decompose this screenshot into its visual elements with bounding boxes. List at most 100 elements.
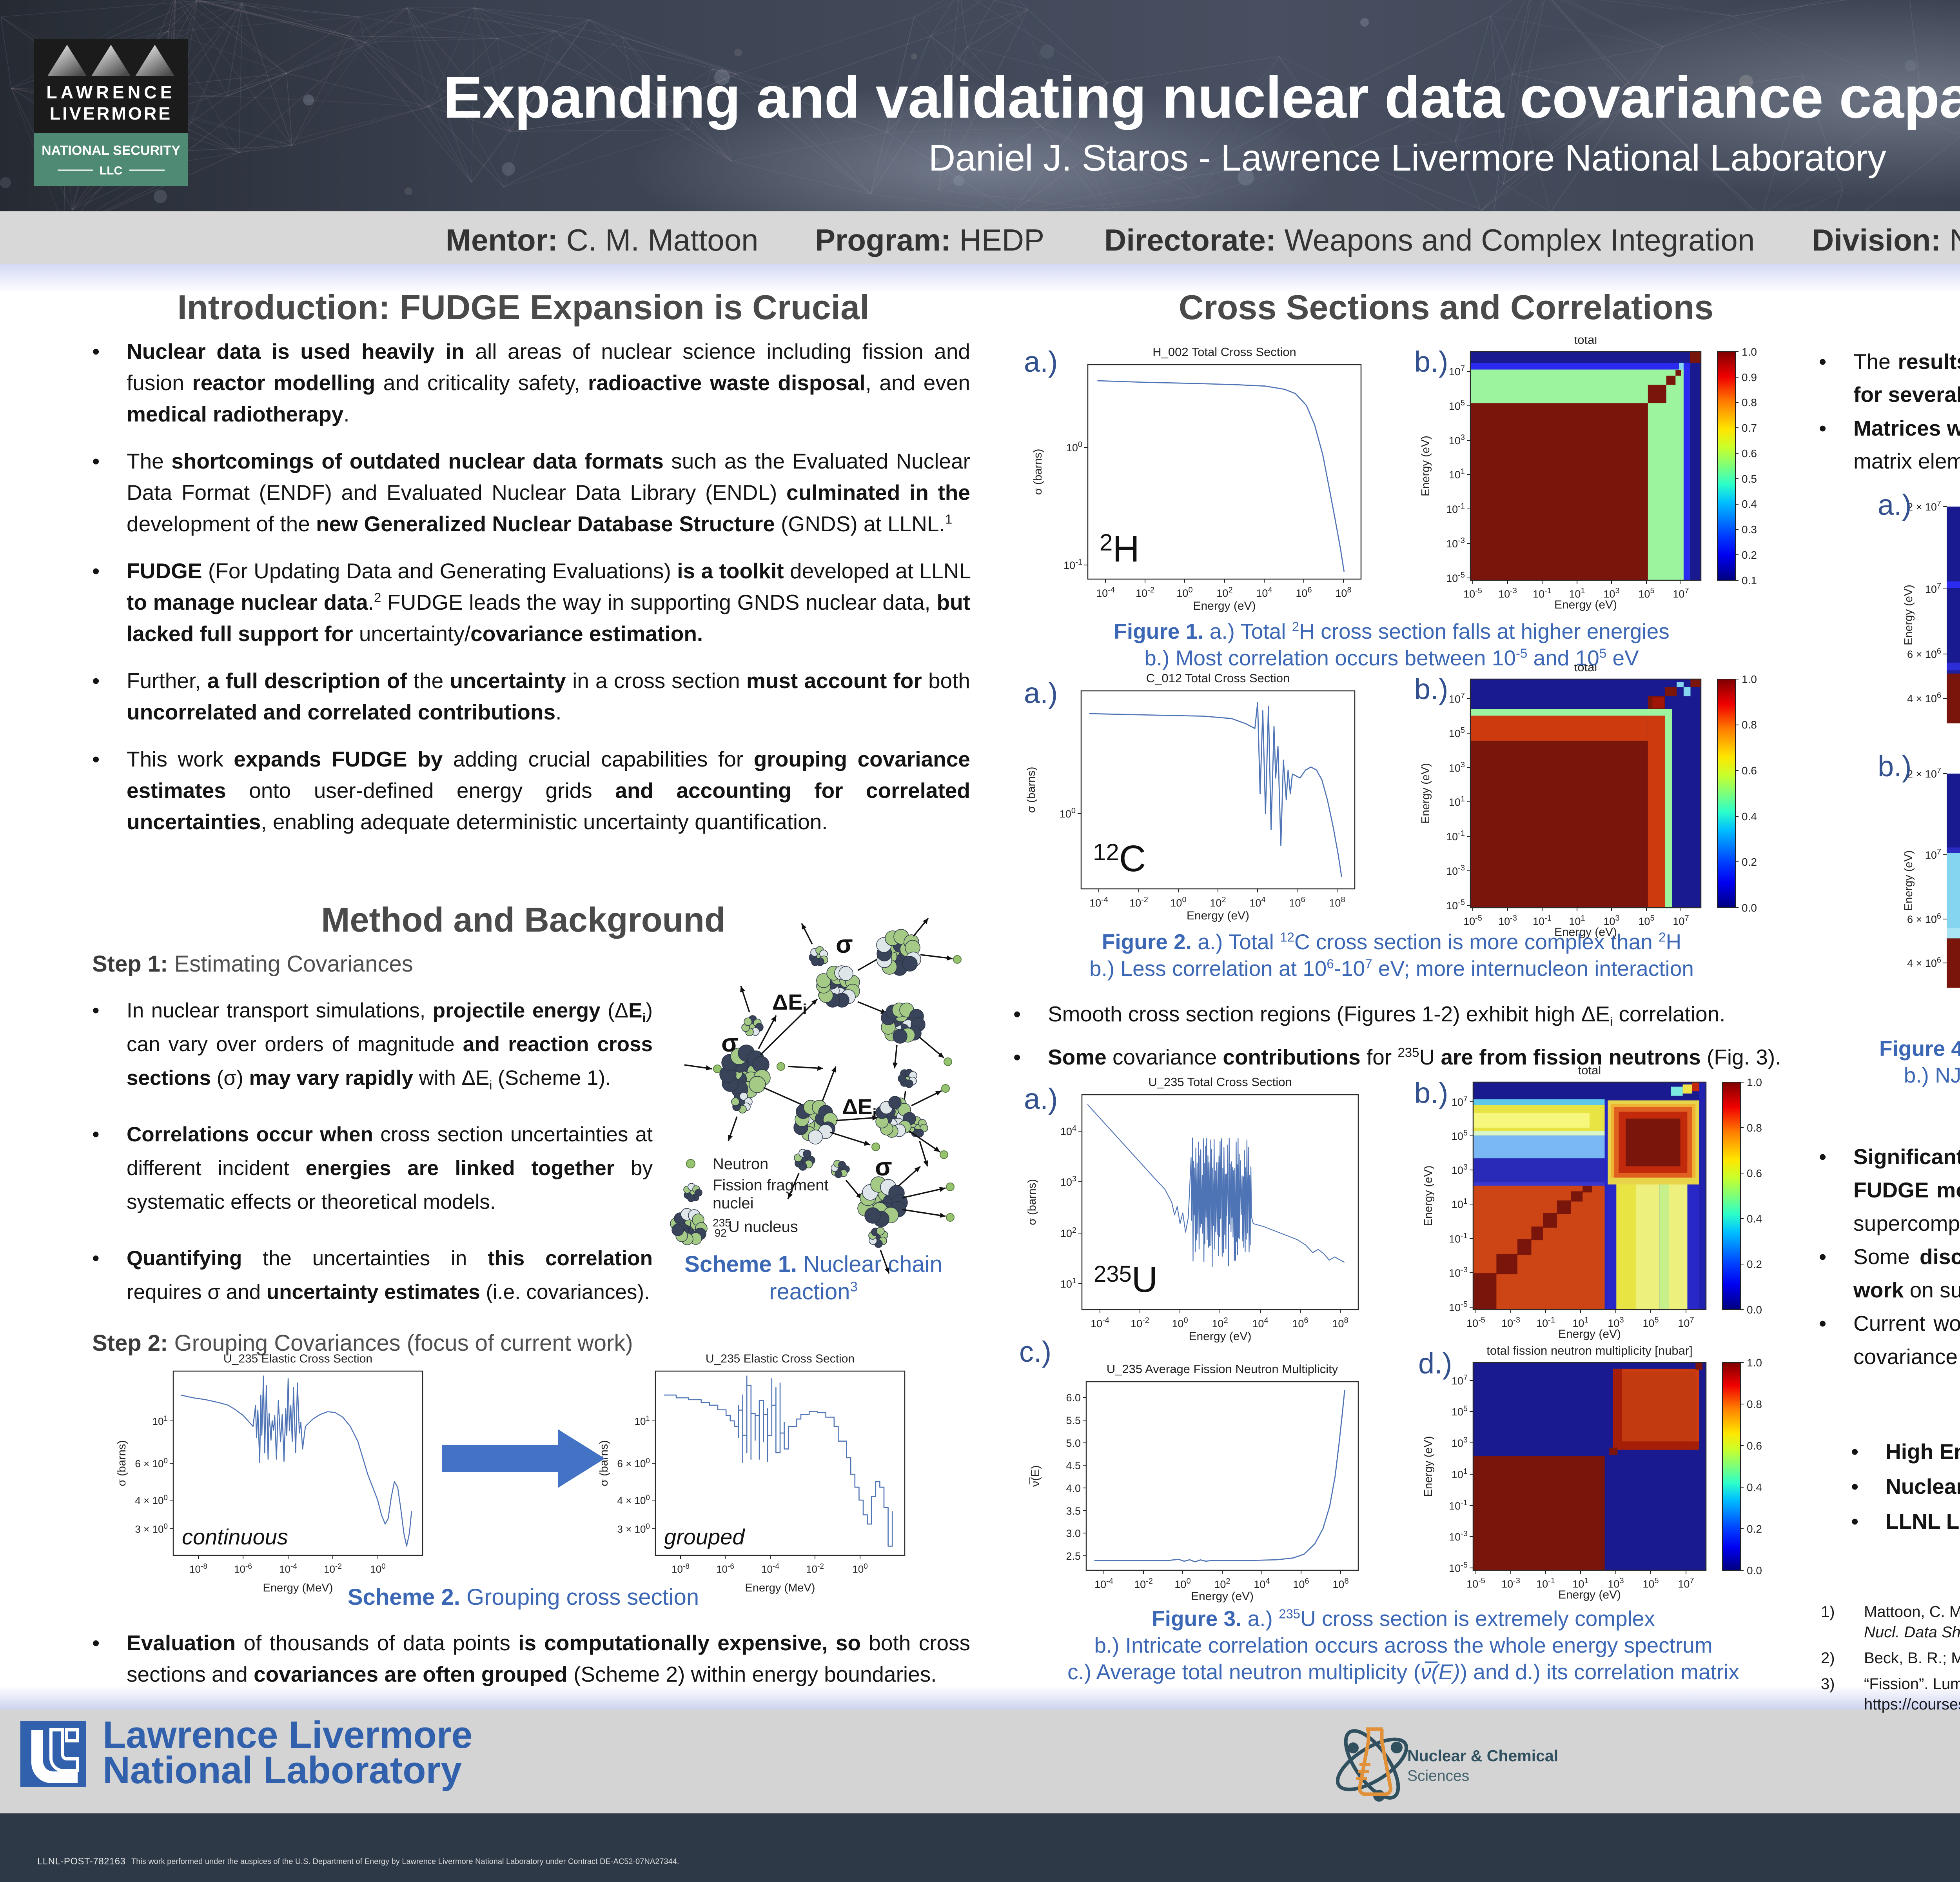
svg-text:10-1: 10-1	[1533, 587, 1552, 600]
svg-text:LIVERMORE: LIVERMORE	[50, 104, 172, 124]
svg-text:10-2: 10-2	[1134, 1577, 1153, 1590]
svg-text:Energy (MeV): Energy (MeV)	[263, 1582, 333, 1594]
svg-text:Energy (MeV): Energy (MeV)	[745, 1582, 815, 1594]
svg-text:6 × 106: 6 × 106	[1907, 647, 1941, 660]
svg-text:1.0: 1.0	[1747, 1076, 1762, 1088]
svg-text:108: 108	[1329, 896, 1345, 909]
svg-text:107: 107	[1673, 587, 1689, 600]
svg-text:0.0: 0.0	[1747, 1564, 1762, 1577]
svg-text:12C: 12C	[1093, 838, 1146, 879]
svg-text:100: 100	[1066, 440, 1082, 454]
svg-text:103: 103	[1608, 1316, 1624, 1329]
svg-text:105: 105	[1638, 587, 1654, 600]
svg-text:104: 104	[1254, 1577, 1270, 1590]
svg-text:101: 101	[1569, 914, 1585, 927]
svg-text:1.0: 1.0	[1742, 346, 1757, 358]
svg-text:10-5: 10-5	[1463, 587, 1482, 600]
svg-text:108: 108	[1335, 586, 1351, 599]
svg-text:0.6: 0.6	[1742, 447, 1757, 460]
svg-text:6 × 106: 6 × 106	[1907, 912, 1941, 925]
svg-text:10-5: 10-5	[1463, 914, 1482, 927]
svg-text:100: 100	[370, 1562, 386, 1575]
svg-text:10-2: 10-2	[1131, 1316, 1149, 1330]
svg-text:10-4: 10-4	[1089, 896, 1108, 909]
svg-text:0.0: 0.0	[1747, 1304, 1762, 1316]
svg-text:100: 100	[1176, 586, 1192, 599]
svg-text:Energy (eV): Energy (eV)	[1187, 909, 1249, 922]
svg-text:100: 100	[852, 1562, 868, 1575]
svg-text:102: 102	[1210, 896, 1226, 909]
svg-text:Energy (eV): Energy (eV)	[1902, 850, 1915, 911]
svg-text:10-8: 10-8	[189, 1562, 207, 1575]
svg-text:10-5: 10-5	[1449, 1561, 1468, 1574]
svg-text:10-2: 10-2	[806, 1562, 824, 1575]
svg-text:10-3: 10-3	[1449, 1530, 1468, 1543]
svg-text:103: 103	[1452, 1163, 1468, 1176]
svg-text:103: 103	[1603, 914, 1619, 927]
svg-text:10-4: 10-4	[761, 1562, 779, 1575]
svg-text:101: 101	[1452, 1467, 1468, 1481]
svg-text:10-5: 10-5	[1446, 898, 1465, 912]
svg-text:total fission neutron multipli: total fission neutron multiplicity [nuba…	[1486, 1344, 1693, 1357]
svg-text:nuclei: nuclei	[713, 1195, 754, 1212]
svg-text:107: 107	[1449, 692, 1465, 705]
svg-text:0.9: 0.9	[1742, 371, 1757, 383]
svg-text:1.0: 1.0	[1747, 1357, 1762, 1369]
svg-text:6 × 100: 6 × 100	[617, 1457, 650, 1470]
svg-text:Energy (eV): Energy (eV)	[1191, 1590, 1254, 1603]
svg-text:100: 100	[1172, 1316, 1188, 1330]
svg-text:10-3: 10-3	[1449, 1266, 1468, 1279]
svg-text:10-1: 10-1	[1536, 1316, 1555, 1329]
svg-text:0.6: 0.6	[1747, 1440, 1762, 1452]
svg-text:10-1: 10-1	[1449, 1499, 1468, 1512]
svg-text:2 × 107: 2 × 107	[1907, 767, 1941, 780]
svg-text:101: 101	[152, 1415, 168, 1427]
svg-text:Fission fragment: Fission fragment	[713, 1177, 829, 1194]
svg-text:10-3: 10-3	[1446, 536, 1465, 550]
svg-text:10-3: 10-3	[1498, 914, 1517, 927]
svg-text:10-1: 10-1	[1449, 1232, 1468, 1245]
svg-text:LAWRENCE: LAWRENCE	[46, 82, 176, 102]
svg-text:σ (barns): σ (barns)	[1026, 1179, 1038, 1225]
svg-text:Energy (eV): Energy (eV)	[1558, 1588, 1621, 1601]
svg-text:102: 102	[1212, 1316, 1228, 1330]
svg-text:U_235 Total Cross Section: U_235 Total Cross Section	[1148, 1075, 1292, 1089]
svg-text:H_002 Total Cross Section: H_002 Total Cross Section	[1152, 345, 1296, 359]
svg-text:107: 107	[1678, 1577, 1694, 1590]
svg-text:103: 103	[1452, 1436, 1468, 1449]
svg-text:10-4: 10-4	[1094, 1577, 1113, 1590]
svg-text:grouped: grouped	[664, 1524, 745, 1549]
svg-text:Energy (eV): Energy (eV)	[1189, 1330, 1251, 1343]
svg-text:0.7: 0.7	[1742, 422, 1757, 434]
svg-text:4 × 100: 4 × 100	[617, 1494, 650, 1506]
svg-text:100: 100	[1170, 896, 1186, 909]
svg-text:10-4: 10-4	[1096, 586, 1115, 599]
svg-text:NATIONAL SECURITY: NATIONAL SECURITY	[42, 143, 180, 158]
svg-text:10-6: 10-6	[716, 1562, 734, 1575]
svg-text:101: 101	[1572, 1316, 1588, 1329]
svg-text:0.4: 0.4	[1747, 1213, 1762, 1225]
svg-text:σ: σ	[875, 1153, 892, 1181]
svg-text:6 × 100: 6 × 100	[135, 1457, 168, 1470]
svg-text:0.2: 0.2	[1742, 856, 1757, 868]
svg-text:σ (barns): σ (barns)	[598, 1440, 610, 1486]
svg-text:0.2: 0.2	[1747, 1258, 1762, 1270]
svg-text:105: 105	[1449, 399, 1465, 412]
svg-text:1.0: 1.0	[1742, 673, 1757, 685]
svg-text:103: 103	[1608, 1577, 1624, 1590]
svg-text:3 × 100: 3 × 100	[135, 1522, 168, 1535]
svg-text:2H: 2H	[1100, 528, 1140, 570]
svg-text:Energy (eV): Energy (eV)	[1422, 1166, 1435, 1226]
svg-text:5.5: 5.5	[1066, 1415, 1081, 1426]
svg-text:235U: 235U	[1094, 1260, 1158, 1300]
svg-text:105: 105	[1642, 1577, 1659, 1590]
svg-text:U_235 Average Fission Neutron: U_235 Average Fission Neutron Multiplici…	[1107, 1362, 1338, 1376]
svg-text:107: 107	[1925, 848, 1941, 861]
svg-text:102: 102	[1060, 1226, 1076, 1239]
svg-text:10-5: 10-5	[1446, 571, 1465, 584]
svg-text:103: 103	[1449, 433, 1465, 447]
svg-text:3.5: 3.5	[1066, 1505, 1081, 1517]
svg-text:Nuclear & Chemical: Nuclear & Chemical	[1407, 1747, 1558, 1765]
svg-text:Energy (eV): Energy (eV)	[1193, 599, 1256, 612]
svg-text:10-3: 10-3	[1446, 864, 1465, 877]
